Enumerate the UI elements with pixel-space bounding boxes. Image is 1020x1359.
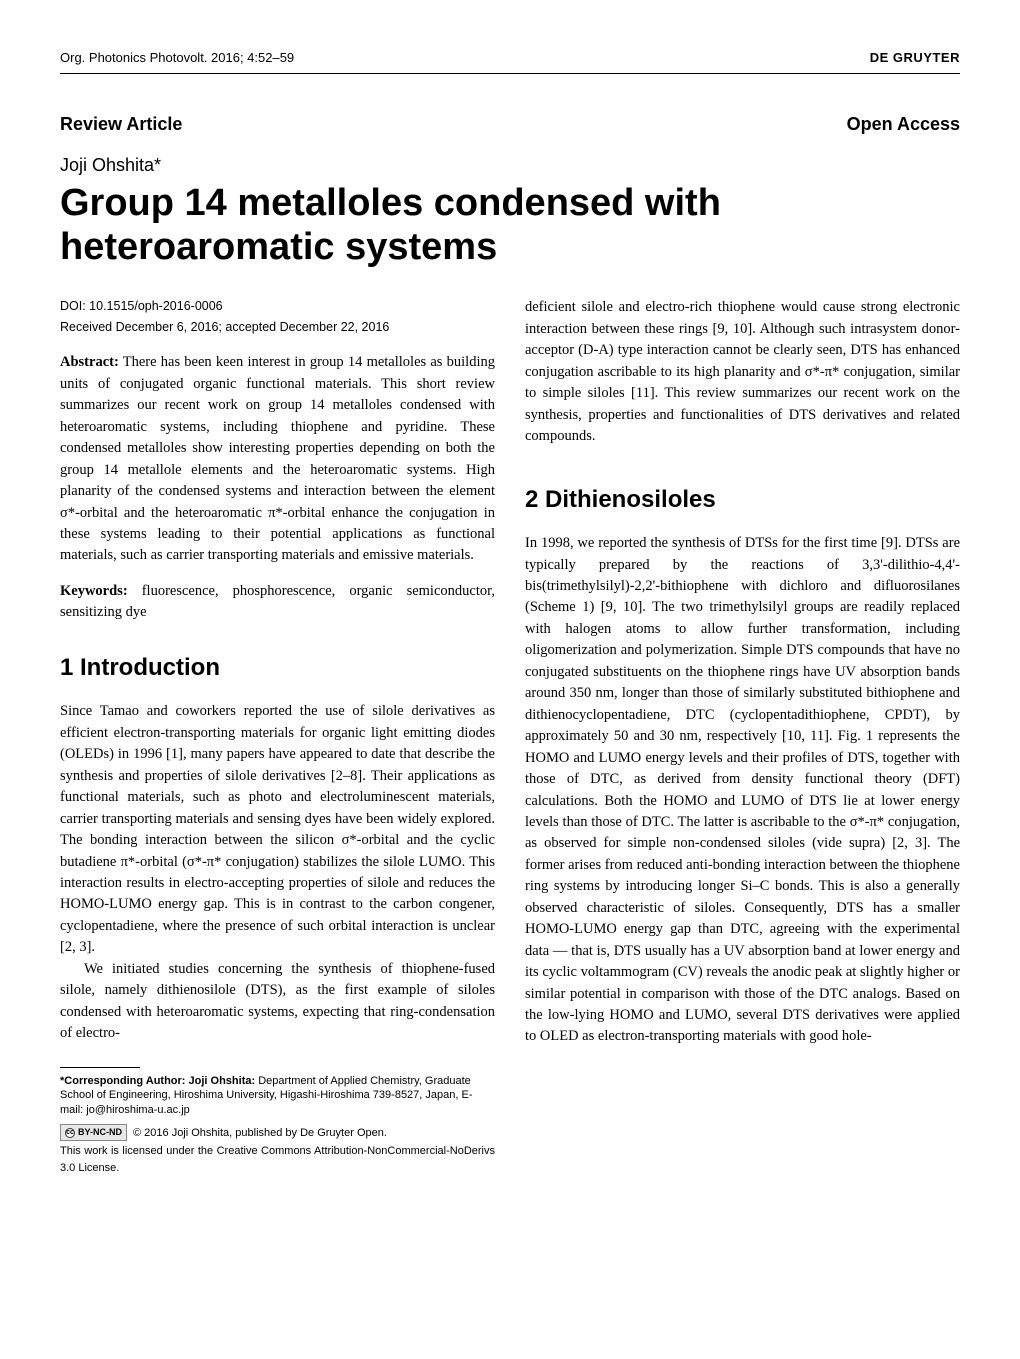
- journal-citation: Org. Photonics Photovolt. 2016; 4:52–59: [60, 50, 294, 65]
- section-1-para-2: We initiated studies concerning the synt…: [60, 959, 495, 1045]
- license-text-1: © 2016 Joji Ohshita, published by De Gru…: [133, 1125, 387, 1141]
- section-2-heading: 2 Dithienosiloles: [525, 482, 960, 518]
- keywords-label: Keywords:: [60, 583, 128, 599]
- keywords: Keywords: fluorescence, phosphorescence,…: [60, 581, 495, 624]
- article-type-row: Review Article Open Access: [60, 114, 960, 135]
- abstract-label: Abstract:: [60, 354, 119, 370]
- cc-badge-icon: cc BY-NC-ND: [60, 1124, 127, 1141]
- footnote-label: *Corresponding Author: Joji Ohshita:: [60, 1075, 255, 1087]
- cc-circle-icon: cc: [65, 1128, 75, 1138]
- article-type: Review Article: [60, 114, 182, 135]
- license-text-2: This work is licensed under the Creative…: [60, 1143, 495, 1176]
- section-2-para-1: In 1998, we reported the synthesis of DT…: [525, 533, 960, 1048]
- cc-badge-label: BY-NC-ND: [78, 1126, 122, 1139]
- section-1-para-1: Since Tamao and coworkers reported the u…: [60, 701, 495, 958]
- article-title: Group 14 metalloles condensed with heter…: [60, 182, 960, 269]
- author-name: Joji Ohshita*: [60, 155, 960, 176]
- corresponding-author-footnote: *Corresponding Author: Joji Ohshita: Dep…: [60, 1074, 495, 1119]
- footnote-separator: [60, 1067, 140, 1068]
- license-row: cc BY-NC-ND © 2016 Joji Ohshita, publish…: [60, 1124, 495, 1141]
- publisher-name: DE GRUYTER: [870, 50, 960, 65]
- right-col-para-1: deficient silole and electro-rich thioph…: [525, 297, 960, 447]
- section-1-heading: 1 Introduction: [60, 650, 495, 686]
- abstract-text: There has been keen interest in group 14…: [60, 354, 495, 563]
- access-type: Open Access: [847, 114, 960, 135]
- two-column-layout: DOI: 10.1515/oph-2016-0006 Received Dece…: [60, 297, 960, 1176]
- abstract: Abstract: There has been keen interest i…: [60, 352, 495, 567]
- header-bar: Org. Photonics Photovolt. 2016; 4:52–59 …: [60, 50, 960, 74]
- meta-block: DOI: 10.1515/oph-2016-0006 Received Dece…: [60, 297, 495, 336]
- received-date: Received December 6, 2016; accepted Dece…: [60, 318, 495, 337]
- doi: DOI: 10.1515/oph-2016-0006: [60, 297, 495, 316]
- right-column: deficient silole and electro-rich thioph…: [525, 297, 960, 1176]
- left-column: DOI: 10.1515/oph-2016-0006 Received Dece…: [60, 297, 495, 1176]
